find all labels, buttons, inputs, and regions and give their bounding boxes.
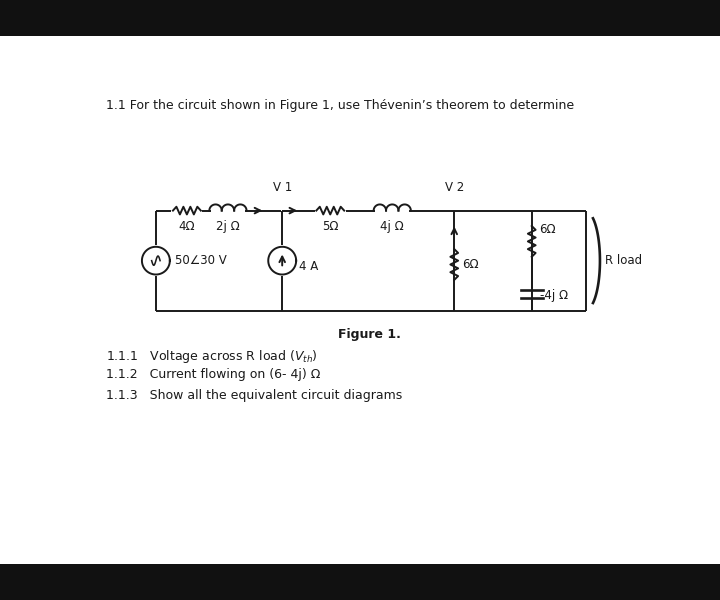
- Text: 4j Ω: 4j Ω: [380, 220, 404, 233]
- Text: 6Ω: 6Ω: [539, 223, 556, 236]
- Text: 1.1.1   Voltage across R load ($V_{th}$): 1.1.1 Voltage across R load ($V_{th}$): [106, 347, 318, 365]
- Text: R load: R load: [605, 254, 642, 267]
- Text: V 1: V 1: [273, 181, 292, 194]
- Text: 5Ω: 5Ω: [322, 220, 338, 233]
- Text: 4Ω: 4Ω: [179, 220, 195, 233]
- Text: 2j Ω: 2j Ω: [216, 220, 240, 233]
- Text: 50∠30 V: 50∠30 V: [175, 254, 227, 267]
- Text: 6Ω: 6Ω: [462, 258, 479, 271]
- Text: 1.1.3   Show all the equivalent circuit diagrams: 1.1.3 Show all the equivalent circuit di…: [106, 389, 402, 402]
- Text: -4j Ω: -4j Ω: [539, 289, 567, 302]
- Text: V 2: V 2: [445, 181, 464, 194]
- Text: Figure 1.: Figure 1.: [338, 328, 400, 341]
- Text: 1.1.2   Current flowing on (6- 4j) Ω: 1.1.2 Current flowing on (6- 4j) Ω: [106, 368, 320, 382]
- Text: 4 A: 4 A: [300, 260, 318, 274]
- Text: 1.1 For the circuit shown in Figure 1, use Thévenin’s theorem to determine: 1.1 For the circuit shown in Figure 1, u…: [106, 99, 574, 112]
